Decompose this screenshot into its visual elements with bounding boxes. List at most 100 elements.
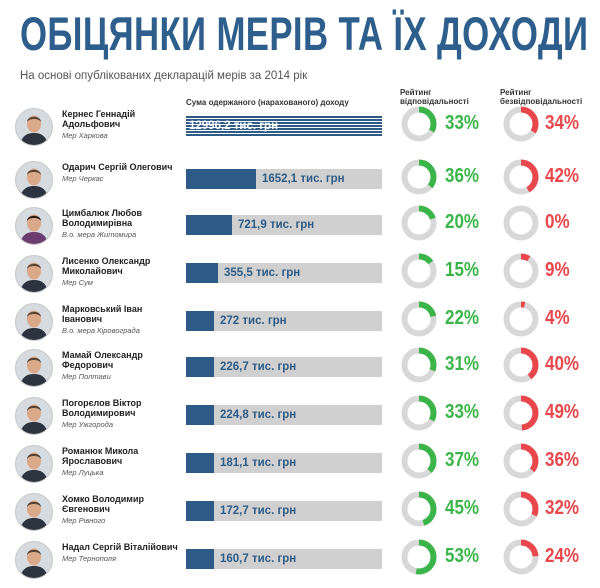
responsibility-donut-arc: [401, 443, 437, 479]
mayor-name: Кернес Геннадій Адольфович Мер Харкова: [62, 109, 180, 140]
irresponsibility-column-header: Рейтинг безвідповідальності: [500, 88, 583, 106]
irresponsibility-donut: [503, 106, 539, 142]
irresponsibility-donut: [503, 347, 539, 383]
income-bar: [186, 116, 382, 136]
responsibility-donut-arc: [401, 347, 437, 383]
irresponsibility-donut-arc: [503, 539, 539, 575]
responsibility-donut: [401, 106, 437, 142]
irresponsibility-donut: [503, 491, 539, 527]
income-value-label: 12996,2 тис. грн: [189, 120, 279, 132]
responsibility-percent: 36%: [445, 165, 480, 187]
mayor-role: Мер Полтави: [62, 372, 111, 381]
responsibility-donut-arc: [401, 395, 437, 431]
person-icon: [20, 115, 48, 145]
income-bar-track: 272 тис. грн: [186, 311, 382, 331]
mayor-photo: [15, 397, 53, 435]
mayor-row: Мамай Олександр Федорович Мер Полтави 226,…: [0, 345, 600, 396]
responsibility-donut: [401, 539, 437, 575]
responsibility-percent: 33%: [445, 112, 480, 134]
irresponsibility-donut-track: [503, 205, 539, 241]
irresponsibility-percent: 34%: [545, 112, 580, 134]
irresponsibility-percent: 42%: [545, 165, 580, 187]
mayor-role: Мер Харкова: [62, 131, 108, 140]
income-bar: [186, 501, 214, 521]
person-icon: [20, 452, 48, 482]
responsibility-percent: 20%: [445, 211, 480, 233]
mayor-row: Хомко Володимир Євгенович Мер Рівного 172,…: [0, 489, 600, 540]
irresponsibility-donut: [503, 159, 539, 195]
irresponsibility-donut: [503, 253, 539, 289]
responsibility-donut-arc: [401, 253, 437, 289]
mayor-row: Лисенко Олександр Миколайович Мер Сум 355,…: [0, 251, 600, 302]
mayor-row: Одарич Сергій Олегович Мер Черкас 1652,1 т…: [0, 157, 600, 208]
mayor-name: Одарич Сергій Олегович Мер Черкас: [62, 162, 180, 183]
responsibility-donut: [401, 205, 437, 241]
person-icon: [20, 404, 48, 434]
irresponsibility-donut: [503, 443, 539, 479]
responsibility-donut-arc: [401, 106, 437, 142]
responsibility-donut-arc: [401, 301, 437, 337]
irresponsibility-percent: 0%: [545, 211, 570, 233]
irresponsibility-percent: 4%: [545, 307, 570, 329]
mayor-role: Мер Рівного: [62, 516, 106, 525]
mayor-row: Надал Сергій Віталійович Мер Тернополя 160…: [0, 537, 600, 588]
responsibility-donut: [401, 253, 437, 289]
income-bar: [186, 357, 214, 377]
irresponsibility-donut-arc: [503, 395, 539, 431]
income-bar-track: 160,7 тис. грн: [186, 549, 382, 569]
irresponsibility-donut-arc: [503, 491, 539, 527]
mayor-role: Мер Луцька: [62, 468, 104, 477]
mayor-name-text: Хомко Володимир Євгенович: [62, 494, 144, 514]
mayor-name-text: Кернес Геннадій Адольфович: [62, 109, 136, 129]
mayor-role: Мер Ужгорода: [62, 420, 113, 429]
mayor-name-text: Надал Сергій Віталійович: [62, 542, 178, 552]
mayor-role: В.о. мера Кіровограда: [62, 326, 140, 335]
mayor-name-text: Лисенко Олександр Миколайович: [62, 256, 151, 276]
mayor-photo: [15, 445, 53, 483]
irresponsibility-donut: [503, 205, 539, 241]
income-bar: [186, 405, 214, 425]
income-bar: [186, 263, 218, 283]
irresponsibility-percent: 24%: [545, 545, 580, 567]
mayor-photo: [15, 541, 53, 579]
responsibility-donut-arc: [401, 159, 437, 195]
irresponsibility-donut-arc: [503, 106, 539, 142]
income-bar: [186, 453, 214, 473]
income-bar-track: 224,8 тис. грн: [186, 405, 382, 425]
irresponsibility-donut-arc: [503, 443, 539, 479]
person-icon: [20, 168, 48, 198]
irresponsibility-donut-arc: [503, 253, 539, 289]
mayor-name: Марковський Іван Іванович В.о. мера Кіров…: [62, 304, 180, 335]
income-value-label: 226,7 тис. грн: [220, 361, 297, 373]
mayor-name-text: Марковський Іван Іванович: [62, 304, 143, 324]
responsibility-donut-arc: [401, 205, 437, 241]
irresponsibility-donut-arc: [503, 301, 539, 337]
income-bar-track: 721,9 тис. грн: [186, 215, 382, 235]
responsibility-percent: 22%: [445, 307, 480, 329]
mayor-name: Погорєлов Віктор Володимирович Мер Ужгоро…: [62, 398, 180, 429]
mayor-photo: [15, 255, 53, 293]
responsibility-percent: 45%: [445, 497, 480, 519]
person-icon: [20, 214, 48, 244]
mayor-row: Кернес Геннадій Адольфович Мер Харкова 129…: [0, 104, 600, 155]
mayor-photo: [15, 493, 53, 531]
mayor-name: Надал Сергій Віталійович Мер Тернополя: [62, 542, 180, 563]
person-icon: [20, 500, 48, 530]
mayor-name: Мамай Олександр Федорович Мер Полтави: [62, 350, 180, 381]
mayor-name: Лисенко Олександр Миколайович Мер Сум: [62, 256, 180, 287]
mayor-photo: [15, 161, 53, 199]
income-bar: [186, 169, 256, 189]
irresponsibility-donut-arc: [503, 347, 539, 383]
irresponsibility-percent: 36%: [545, 449, 580, 471]
mayor-row: Погорєлов Віктор Володимирович Мер Ужгоро…: [0, 393, 600, 444]
income-bar: [186, 215, 232, 235]
mayor-name-text: Романюк Микола Ярославович: [62, 446, 139, 466]
income-value-label: 721,9 тис. грн: [238, 219, 315, 231]
mayor-role: Мер Тернополя: [62, 554, 117, 563]
responsibility-donut: [401, 491, 437, 527]
mayor-photo: [15, 207, 53, 245]
mayor-row: Марковський Іван Іванович В.о. мера Кіров…: [0, 299, 600, 350]
income-bar: [186, 549, 214, 569]
irresponsibility-percent: 49%: [545, 401, 580, 423]
mayor-photo: [15, 349, 53, 387]
